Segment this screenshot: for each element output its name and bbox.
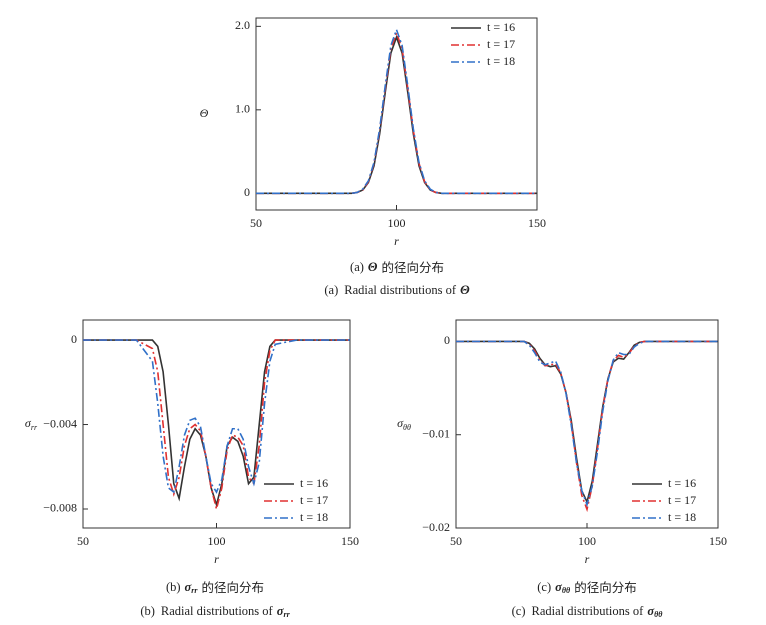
x-tick-label: 150 — [528, 216, 546, 230]
legend-label: t = 17 — [300, 493, 328, 507]
y-axis-label: σθθ — [397, 416, 411, 432]
y-tick-label: 0 — [444, 333, 450, 347]
caption-en: (b) Radial distributions of σrr — [140, 604, 290, 619]
series-line — [256, 27, 537, 195]
caption-label: (b) — [140, 604, 155, 618]
caption-label: (a) — [324, 283, 338, 297]
y-tick-label: −0.02 — [422, 520, 450, 534]
legend-label: t = 16 — [668, 476, 696, 490]
x-tick-label: 50 — [250, 216, 262, 230]
caption-text: Radial distributions of — [532, 604, 645, 618]
series-line — [456, 340, 718, 508]
x-tick-label: 100 — [388, 216, 406, 230]
y-tick-label: −0.01 — [422, 426, 450, 440]
x-tick-label: 50 — [450, 534, 462, 548]
x-axis-label: r — [394, 234, 399, 248]
caption-symbol: σ — [555, 580, 563, 594]
x-tick-label: 100 — [578, 534, 596, 548]
caption-symbol: σ — [277, 604, 285, 618]
y-axis-label: σrr — [25, 416, 38, 432]
caption-zh: (a) Θ 的径向分布 — [350, 260, 444, 275]
x-axis-label: r — [214, 552, 219, 566]
legend-label: t = 16 — [300, 476, 328, 490]
legend-label: t = 17 — [668, 493, 696, 507]
y-axis-symbol: σ — [397, 416, 404, 430]
series-line — [456, 340, 718, 505]
caption-symbol: σ — [647, 604, 655, 618]
caption-en: (a) Radial distributions of Θ — [324, 283, 470, 297]
y-tick-label: 0 — [244, 185, 250, 199]
legend-label: t = 16 — [487, 20, 515, 34]
y-axis-symbol: σ — [25, 416, 32, 430]
caption-label: (b) — [166, 580, 181, 594]
y-axis-symbol: Θ — [200, 106, 209, 120]
x-tick-label: 150 — [709, 534, 727, 548]
y-axis-label: Θ — [200, 106, 209, 120]
series-line — [83, 339, 350, 494]
caption-zh: (c) σθθ 的径向分布 — [537, 580, 636, 595]
y-tick-label: −0.004 — [43, 416, 77, 430]
caption-subscript: θθ — [654, 610, 663, 619]
y-tick-label: 2.0 — [235, 18, 250, 32]
caption-label: (a) — [350, 260, 364, 274]
x-tick-label: 50 — [77, 534, 89, 548]
caption-text: Radial distributions of — [344, 283, 457, 297]
y-tick-label: 0 — [71, 332, 77, 346]
legend-label: t = 18 — [487, 54, 515, 68]
caption-text: 的径向分布 — [574, 580, 637, 595]
y-axis-subscript: θθ — [403, 423, 411, 432]
x-axis-label: r — [585, 552, 590, 566]
series-line — [456, 340, 718, 513]
caption-subscript: rr — [191, 586, 198, 595]
y-axis-subscript: rr — [31, 423, 38, 432]
caption-en: (c) Radial distributions of σθθ — [512, 604, 664, 619]
legend-label: t = 17 — [487, 37, 515, 51]
caption-subscript: rr — [283, 610, 290, 619]
caption-text: 的径向分布 — [202, 580, 265, 595]
y-tick-label: 1.0 — [235, 102, 250, 116]
caption-symbol: σ — [185, 580, 193, 594]
caption-text: 的径向分布 — [381, 260, 444, 275]
caption-label: (c) — [537, 580, 551, 594]
caption-symbol: Θ — [368, 260, 378, 274]
legend-label: t = 18 — [300, 510, 328, 524]
caption-label: (c) — [512, 604, 526, 618]
legend-label: t = 18 — [668, 510, 696, 524]
caption-zh: (b) σrr 的径向分布 — [166, 580, 264, 595]
x-tick-label: 150 — [341, 534, 359, 548]
series-line — [83, 339, 350, 510]
caption-text: Radial distributions of — [161, 604, 274, 618]
caption-symbol: Θ — [460, 283, 470, 297]
y-tick-label: −0.008 — [43, 501, 77, 515]
x-tick-label: 100 — [208, 534, 226, 548]
caption-subscript: θθ — [562, 586, 571, 595]
